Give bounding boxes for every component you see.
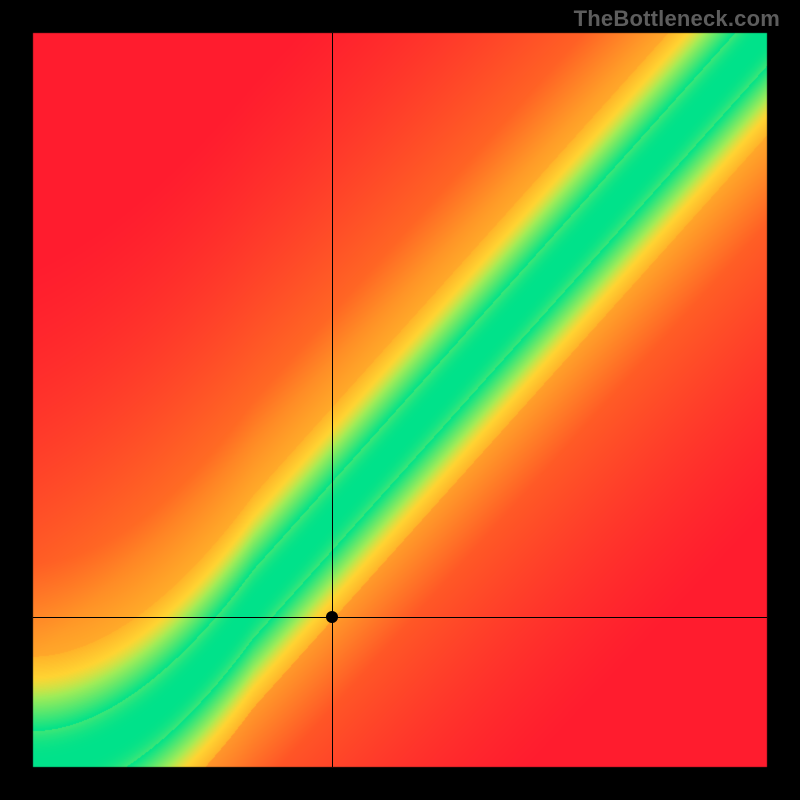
- crosshair-dot: [326, 611, 338, 623]
- watermark-text: TheBottleneck.com: [574, 6, 780, 32]
- heatmap-canvas: [0, 0, 800, 800]
